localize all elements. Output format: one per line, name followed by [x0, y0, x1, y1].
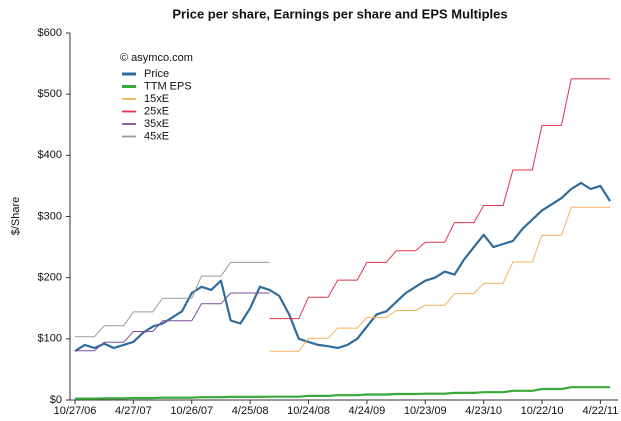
legend-label: 25xE: [144, 105, 169, 117]
y-tick-label: $0: [50, 394, 62, 406]
y-tick-label: $500: [38, 88, 62, 100]
series-line: [75, 292, 270, 352]
legend-label: TTM EPS: [144, 80, 192, 92]
x-tick-label: 10/27/06: [54, 405, 97, 417]
x-tick-label: 4/23/10: [465, 405, 502, 417]
legend-label: 45xE: [144, 130, 169, 142]
x-tick-label: 10/24/08: [287, 405, 330, 417]
legend-label: Price: [144, 68, 169, 80]
x-tick-label: 4/25/08: [232, 405, 269, 417]
x-tick-label: 10/23/09: [404, 405, 447, 417]
series-line: [269, 206, 611, 352]
series-line: [75, 386, 611, 400]
legend-label: 15xE: [144, 93, 169, 105]
legend-label: 35xE: [144, 118, 169, 130]
y-tick-label: $100: [38, 333, 62, 345]
y-tick-label: $400: [38, 149, 62, 161]
y-tick-label: $300: [38, 210, 62, 222]
chart-title: Price per share, Earnings per share and …: [172, 6, 507, 21]
x-tick-label: 4/22/11: [582, 405, 618, 417]
annotation: © asymco.com: [120, 52, 193, 64]
x-tick-label: 4/27/07: [115, 405, 152, 417]
y-axis-label: $/Share: [10, 197, 22, 236]
series-line: [269, 78, 611, 320]
x-tick-label: 10/26/07: [170, 405, 213, 417]
x-tick-label: 10/22/10: [521, 405, 564, 417]
series-line: [75, 261, 270, 338]
series-line: [74, 181, 612, 353]
y-tick-label: $600: [38, 27, 62, 39]
x-tick-label: 4/24/09: [349, 405, 386, 417]
y-tick-label: $200: [38, 272, 62, 284]
